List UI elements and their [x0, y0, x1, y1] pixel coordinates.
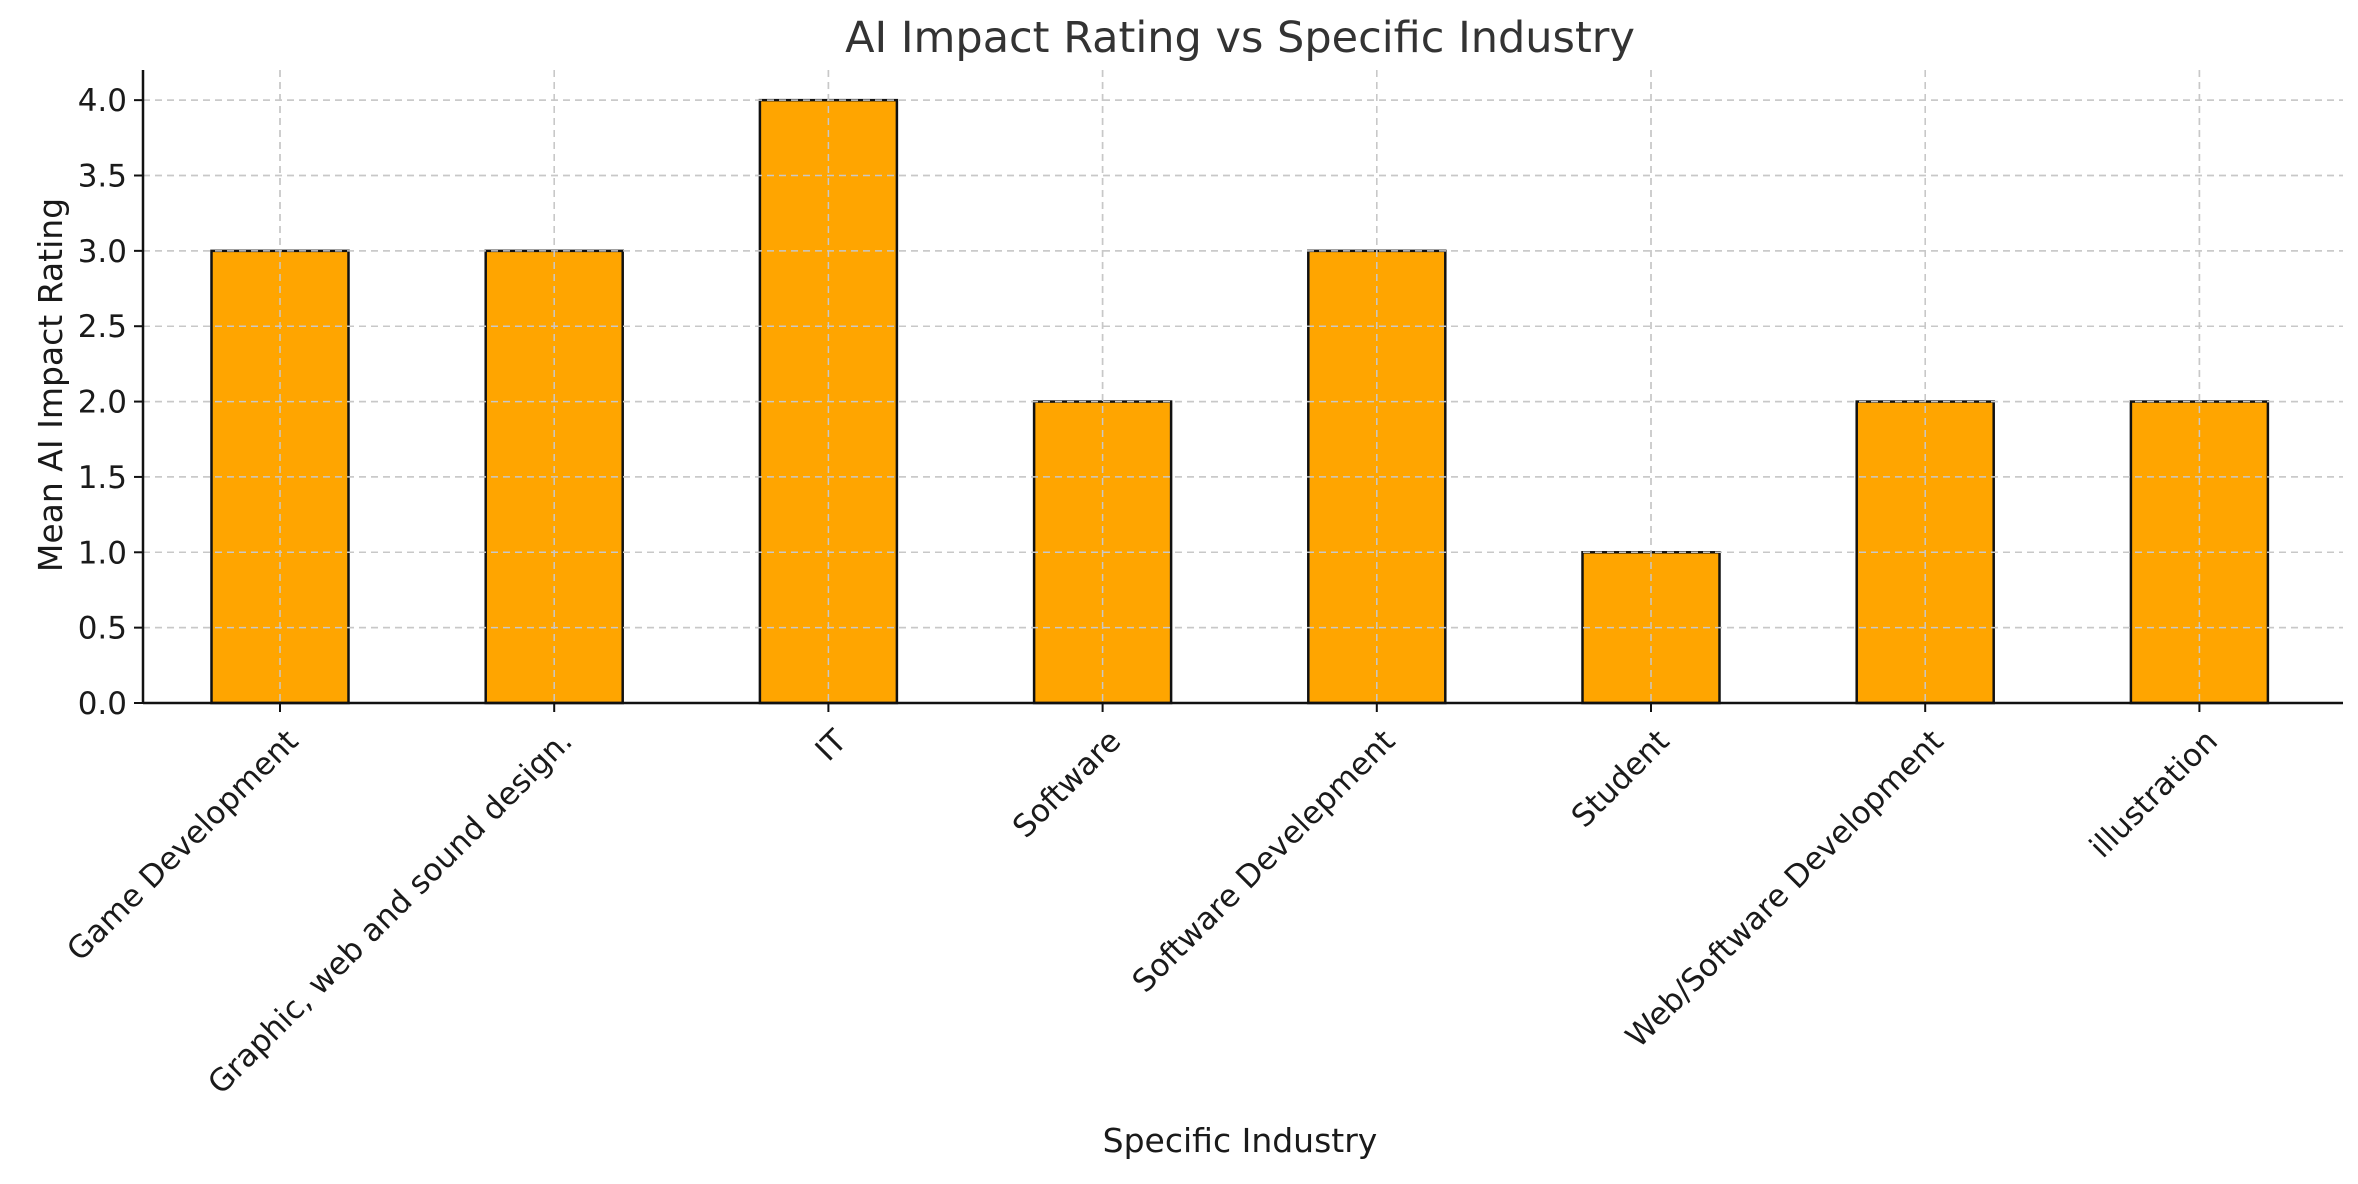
x-tick-label: Software — [1006, 723, 1128, 845]
y-tick-label: 4.0 — [78, 83, 127, 119]
x-tick-label: IT — [809, 722, 855, 768]
x-tick-label: Game Development — [60, 723, 305, 968]
chart-title: AI Impact Rating vs Specific Industry — [845, 13, 1635, 63]
x-tick-label: illustration — [2083, 723, 2225, 865]
y-tick-label: 3.0 — [78, 234, 127, 270]
y-tick-label: 0.5 — [78, 611, 127, 647]
y-tick-label: 1.0 — [78, 535, 127, 571]
y-tick-label: 0.0 — [78, 686, 127, 722]
grid-layer — [143, 70, 2343, 704]
y-tick-label: 3.5 — [78, 159, 127, 195]
x-tick-label: Software Develepment — [1126, 723, 1403, 1000]
axes-layer — [134, 70, 2343, 712]
x-tick-label: Student — [1565, 723, 1677, 835]
bars-layer — [143, 70, 2343, 705]
y-tick-labels: 0.0 0.5 1.0 1.5 2.0 2.5 3.0 3.5 4.0 — [78, 83, 127, 722]
y-tick-label: 2.0 — [78, 385, 127, 421]
y-tick-label: 2.5 — [78, 309, 127, 345]
x-axis-label: Specific Industry — [1103, 1121, 1378, 1160]
y-axis-label: Mean AI Impact Rating — [31, 198, 70, 572]
y-tick-label: 1.5 — [78, 460, 127, 496]
x-tick-label: Web/Software Development — [1619, 723, 1951, 1055]
